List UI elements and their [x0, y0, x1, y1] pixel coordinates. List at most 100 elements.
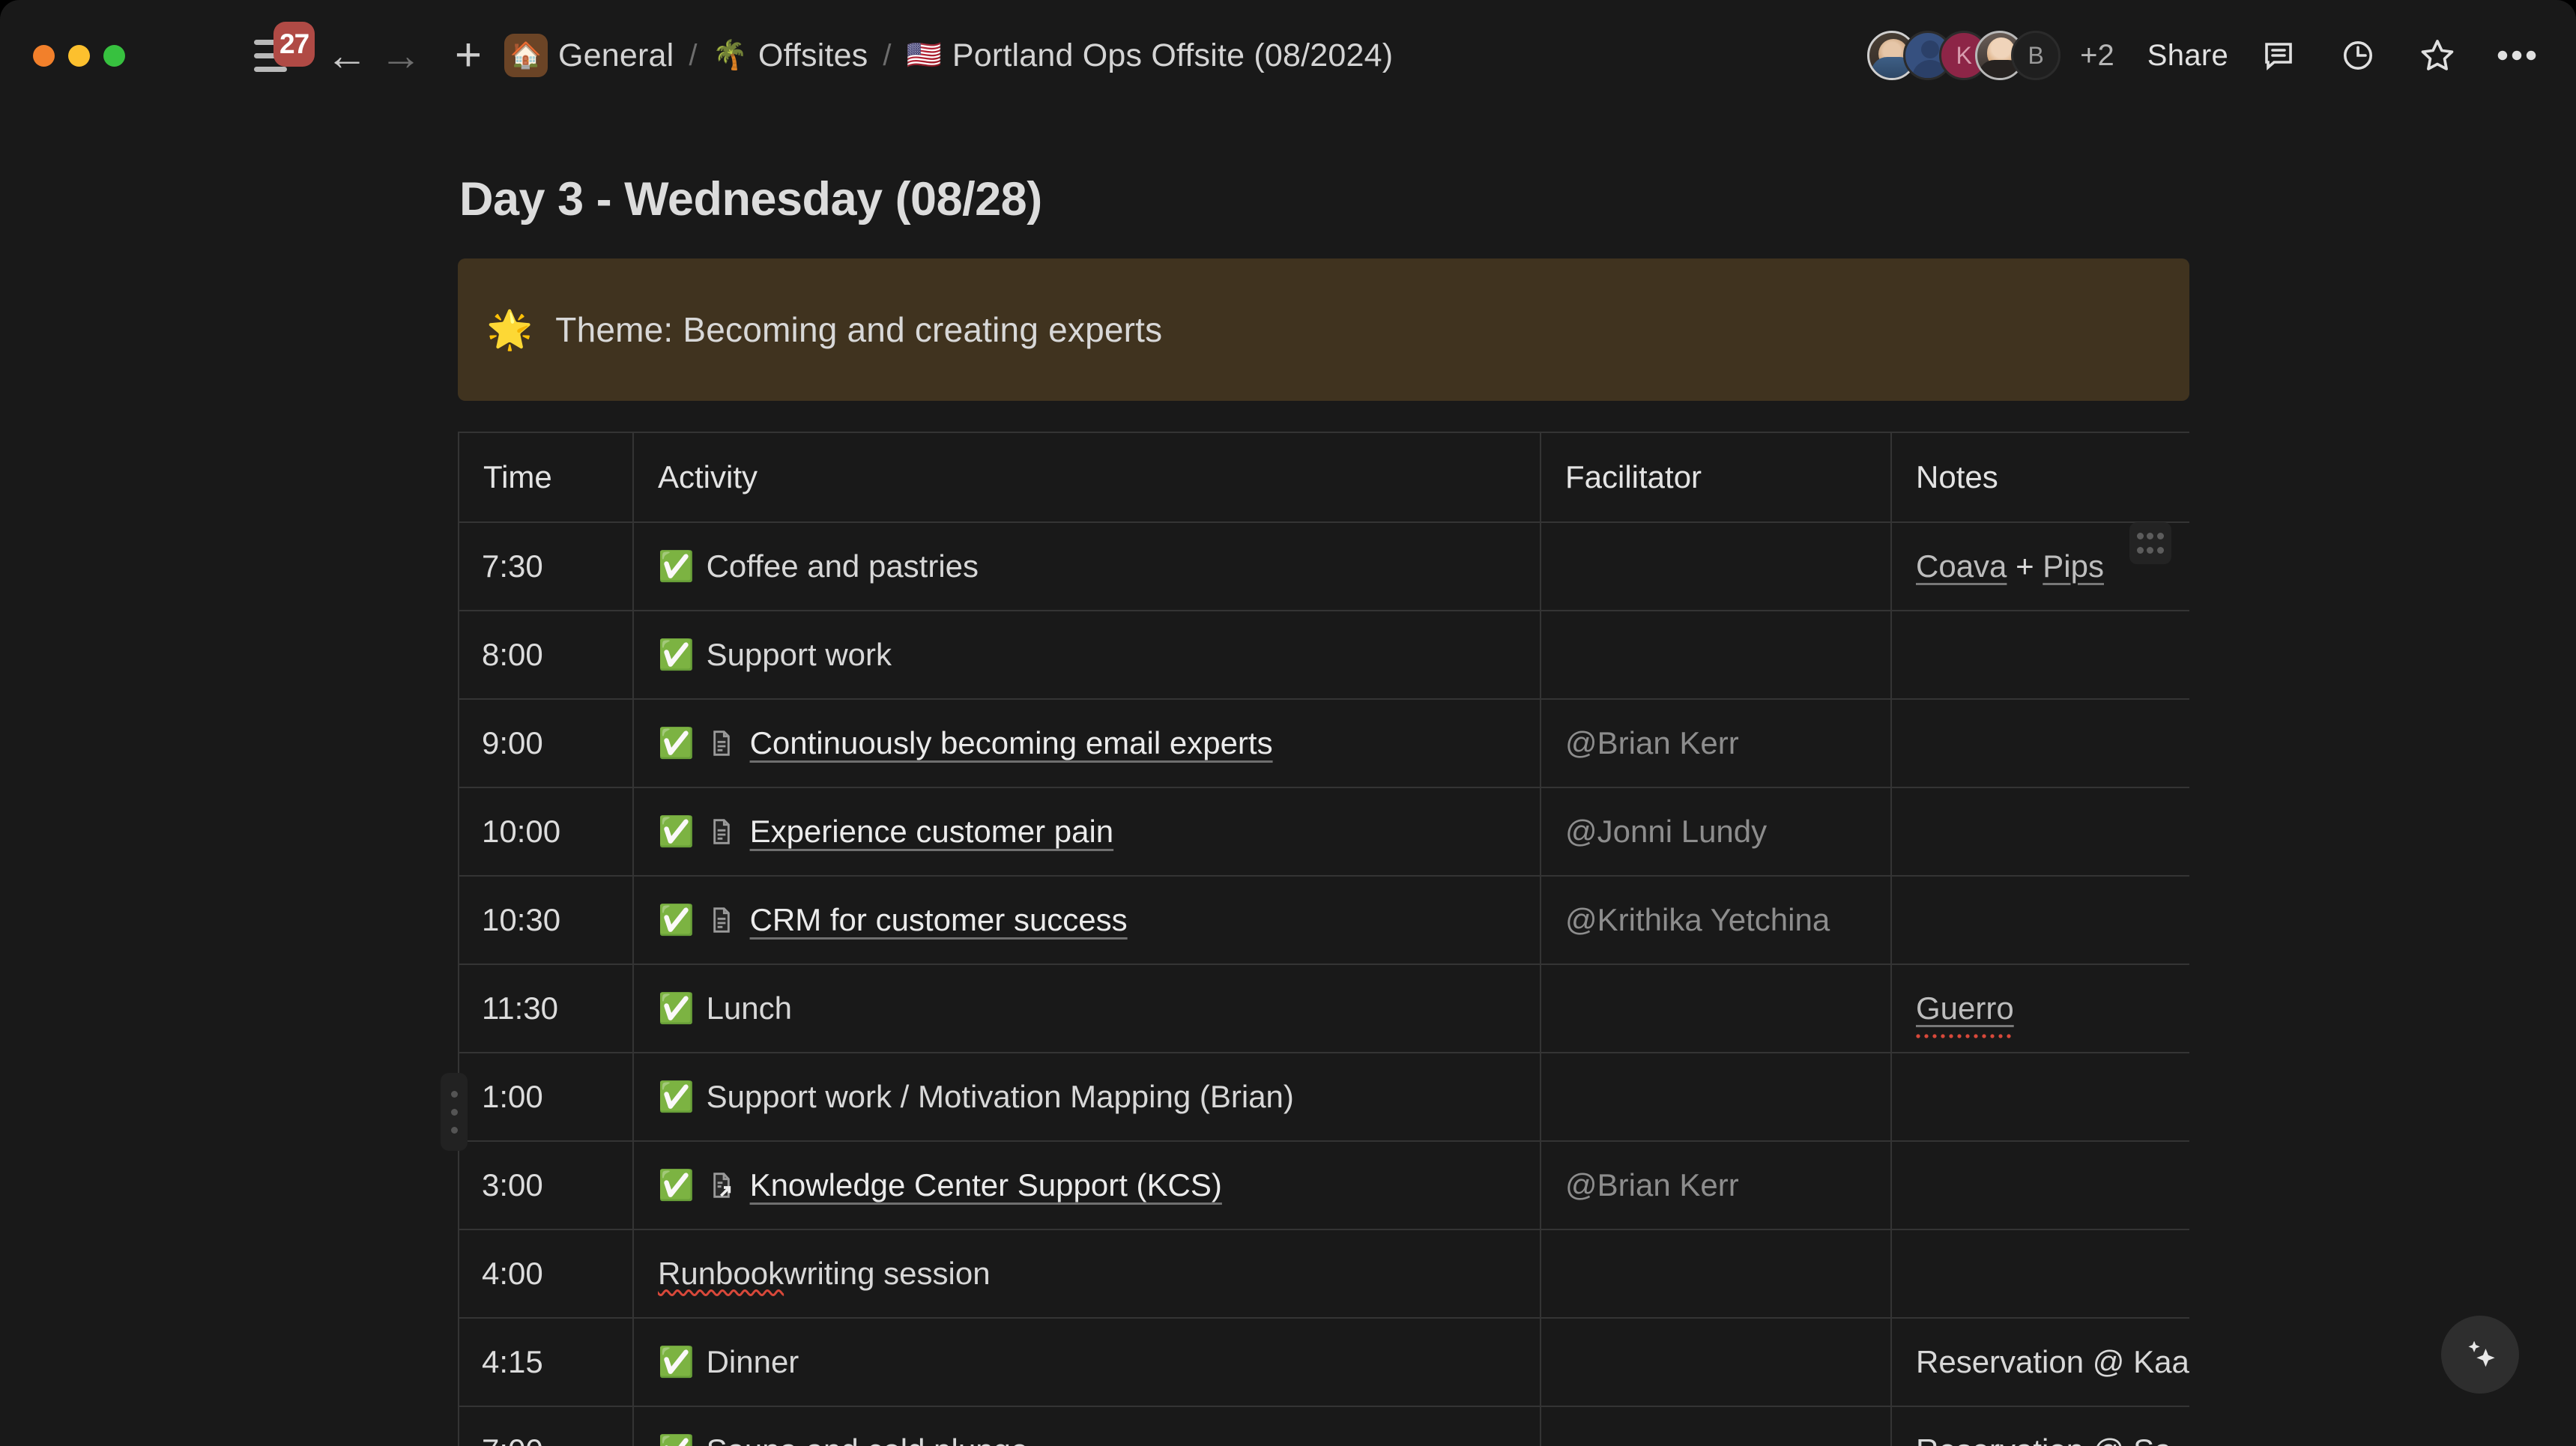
note-text: +	[2007, 548, 2043, 584]
facilitator-mention[interactable]: @Brian Kerr	[1565, 1167, 1739, 1203]
note-text: Reservation @ Kaa	[1916, 1344, 2189, 1379]
page-link[interactable]: Experience customer pain	[749, 814, 1114, 849]
cell-time[interactable]: 10:30	[458, 875, 634, 965]
cell-notes[interactable]: Reservation @ Sa	[1890, 1406, 2189, 1446]
cell-notes[interactable]	[1890, 1052, 2189, 1142]
cell-activity[interactable]: ✅ CRM for customer success	[632, 875, 1541, 965]
cell-notes[interactable]	[1890, 698, 2189, 788]
cell-activity[interactable]: ✅ Knowledge Center Support (KCS)	[632, 1140, 1541, 1230]
cell-facilitator[interactable]: @Krithika Yetchina	[1540, 875, 1892, 965]
facilitator-mention[interactable]: @Krithika Yetchina	[1565, 902, 1830, 937]
cell-activity[interactable]: ✅ Support work	[632, 610, 1541, 700]
text: Coffee and pastries	[706, 548, 979, 584]
palm-tree-icon: 🌴	[712, 40, 748, 71]
cell-time[interactable]: 11:30	[458, 964, 634, 1053]
misspelled-word: Runbook	[658, 1256, 784, 1291]
cell-time[interactable]: 4:15	[458, 1317, 634, 1407]
column-header-time[interactable]: Time	[458, 432, 634, 523]
facilitator-mention[interactable]: @Jonni Lundy	[1565, 814, 1768, 849]
breadcrumb-item-current-page[interactable]: 🇺🇸 Portland Ops Offsite (08/2024)	[907, 37, 1394, 74]
share-button[interactable]: Share	[2147, 38, 2228, 72]
notification-badge[interactable]: 27	[273, 22, 315, 67]
house-icon: 🏠	[504, 34, 548, 77]
cell-activity[interactable]: ✅ Support work / Motivation Mapping (Bria…	[632, 1052, 1541, 1142]
column-header-notes[interactable]: Notes	[1890, 432, 2189, 523]
cell-activity[interactable]: ✅ Dinner	[632, 1317, 1541, 1407]
check-mark-button-icon[interactable]: ✅	[658, 727, 695, 760]
comment-icon[interactable]	[2249, 26, 2308, 85]
cell-facilitator[interactable]: @Jonni Lundy	[1540, 787, 1892, 877]
breadcrumb-item-offsites[interactable]: 🌴 Offsites	[713, 37, 868, 74]
cell-facilitator[interactable]	[1540, 1052, 1892, 1142]
avatar[interactable]: B	[2011, 31, 2061, 80]
cell-notes[interactable]	[1890, 1140, 2189, 1230]
check-mark-button-icon[interactable]: ✅	[658, 815, 695, 848]
history-clock-icon[interactable]	[2329, 26, 2387, 85]
sidebar-lines-icon[interactable]: 27	[254, 22, 315, 79]
page-link[interactable]: Knowledge Center Support (KCS)	[749, 1167, 1222, 1203]
sparkles-ai-icon[interactable]	[2441, 1316, 2519, 1394]
cell-facilitator[interactable]	[1540, 521, 1892, 611]
cell-activity[interactable]: ✅ Coffee and pastries	[632, 521, 1541, 611]
check-mark-button-icon[interactable]: ✅	[658, 638, 695, 671]
check-mark-button-icon[interactable]: ✅	[658, 1346, 695, 1379]
table-row: 10:30 ✅ CRM for customer success @Krithika …	[458, 875, 2189, 965]
cell-time[interactable]: 4:00	[458, 1229, 634, 1319]
cell-time[interactable]: 9:00	[458, 698, 634, 788]
cell-notes[interactable]	[1890, 610, 2189, 700]
minimize-window-button[interactable]	[68, 44, 90, 67]
maximize-window-button[interactable]	[103, 44, 125, 67]
cell-time[interactable]: 7:30	[458, 521, 634, 611]
cell-notes[interactable]: Guerro	[1890, 964, 2189, 1053]
avatar-overflow-count[interactable]: +2	[2080, 38, 2114, 72]
cell-time[interactable]: 8:00	[458, 610, 634, 700]
cell-notes[interactable]	[1890, 875, 2189, 965]
breadcrumb-label: Portland Ops Offsite (08/2024)	[952, 37, 1394, 73]
check-mark-button-icon[interactable]: ✅	[658, 1169, 695, 1202]
check-mark-button-icon[interactable]: ✅	[658, 992, 695, 1025]
close-window-button[interactable]	[33, 44, 55, 67]
cell-facilitator[interactable]: @Brian Kerr	[1540, 1140, 1892, 1230]
check-mark-button-icon[interactable]: ✅	[658, 1080, 695, 1113]
cell-facilitator[interactable]	[1540, 1317, 1892, 1407]
column-header-activity[interactable]: Activity	[632, 432, 1541, 523]
cell-notes[interactable]	[1890, 1229, 2189, 1319]
back-arrow-icon[interactable]: ←	[326, 31, 368, 79]
cell-time[interactable]: 7:00	[458, 1406, 634, 1446]
forward-arrow-icon[interactable]: →	[380, 31, 422, 79]
new-page-plus-icon[interactable]: +	[454, 29, 483, 81]
row-drag-handle[interactable]	[441, 1073, 468, 1151]
cell-activity[interactable]: ✅ Continuously becoming email experts	[632, 698, 1541, 788]
page-link[interactable]: Continuously becoming email experts	[749, 725, 1273, 760]
page-link[interactable]: CRM for customer success	[749, 902, 1128, 937]
cell-facilitator[interactable]	[1540, 1406, 1892, 1446]
check-mark-button-icon[interactable]: ✅	[658, 1436, 695, 1446]
column-header-facilitator[interactable]: Facilitator	[1540, 432, 1892, 523]
table-grip-handle[interactable]	[2129, 522, 2171, 564]
cell-facilitator[interactable]	[1540, 964, 1892, 1053]
more-options-icon[interactable]	[2488, 26, 2546, 85]
check-mark-button-icon[interactable]: ✅	[658, 550, 695, 583]
cell-activity[interactable]: ✅ Lunch	[632, 964, 1541, 1053]
breadcrumb-label: General	[558, 37, 674, 73]
cell-notes[interactable]	[1890, 787, 2189, 877]
cell-facilitator[interactable]	[1540, 1229, 1892, 1319]
check-mark-button-icon[interactable]: ✅	[658, 904, 695, 937]
cell-facilitator[interactable]	[1540, 610, 1892, 700]
cell-time[interactable]: 10:00	[458, 787, 634, 877]
breadcrumb-item-general[interactable]: 🏠 General	[504, 34, 674, 77]
cell-activity[interactable]: ✅ Experience customer pain	[632, 787, 1541, 877]
facilitator-mention[interactable]: @Brian Kerr	[1565, 725, 1739, 760]
star-icon[interactable]	[2408, 26, 2467, 85]
cell-time[interactable]: 1:00	[458, 1052, 634, 1142]
note-link[interactable]: Coava	[1916, 548, 2007, 584]
cell-notes[interactable]: Reservation @ Kaa	[1890, 1317, 2189, 1407]
cell-activity[interactable]: ✅ Sauna and cold plunge	[632, 1406, 1541, 1446]
cell-facilitator[interactable]: @Brian Kerr	[1540, 698, 1892, 788]
theme-callout[interactable]: 🌟 Theme: Becoming and creating experts	[458, 258, 2189, 401]
note-link[interactable]: Pips	[2043, 548, 2104, 584]
collaborator-avatars[interactable]: K B	[1867, 31, 2061, 80]
cell-time[interactable]: 3:00	[458, 1140, 634, 1230]
note-link-misspelled[interactable]: Guerro	[1916, 990, 2014, 1026]
cell-activity[interactable]: Runbook writing session	[632, 1229, 1541, 1319]
